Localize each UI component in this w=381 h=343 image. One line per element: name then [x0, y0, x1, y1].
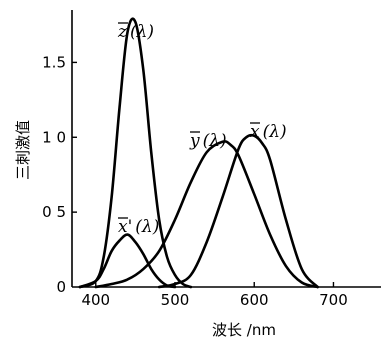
x-axis-title: 波长 /nm — [212, 321, 276, 339]
x-tick-label: 600 — [240, 291, 269, 309]
z-bar-label: z (λ) — [117, 22, 154, 42]
axes — [71, 10, 381, 288]
curve-label-text: x (λ) — [250, 122, 287, 142]
curve-label-text: y (λ) — [189, 131, 227, 151]
y-bar-label: y (λ) — [189, 131, 227, 151]
x-tick-label: 400 — [81, 291, 110, 309]
y-tick-label: 0 — [56, 278, 66, 296]
curve-label-text: x' (λ) — [118, 217, 159, 237]
y-tick-label: 1 0 — [42, 128, 66, 146]
curve-label-text: z (λ) — [117, 22, 154, 42]
y-bar-curve — [94, 140, 319, 289]
z-bar-curve — [78, 17, 193, 289]
x-bar-curve — [157, 133, 319, 289]
x-prime-bar-label: x' (λ) — [118, 217, 159, 237]
curves — [78, 17, 319, 289]
y-tick-label: 1.5 — [42, 53, 66, 71]
x-tick-label: 500 — [161, 291, 190, 309]
y-tick-label: 0 5 — [42, 203, 66, 221]
x-prime-bar-curve — [78, 233, 177, 289]
y-axis-title: 三刺激值 — [14, 120, 32, 180]
x-tick-label: 700 — [319, 291, 348, 309]
curve-labels: z (λ) x' (λ) y (λ) x (λ) — [117, 22, 287, 237]
ticks: 400 500 600 700 0 0 5 1 0 1.5 — [42, 53, 348, 309]
x-bar-label: x (λ) — [250, 122, 287, 142]
